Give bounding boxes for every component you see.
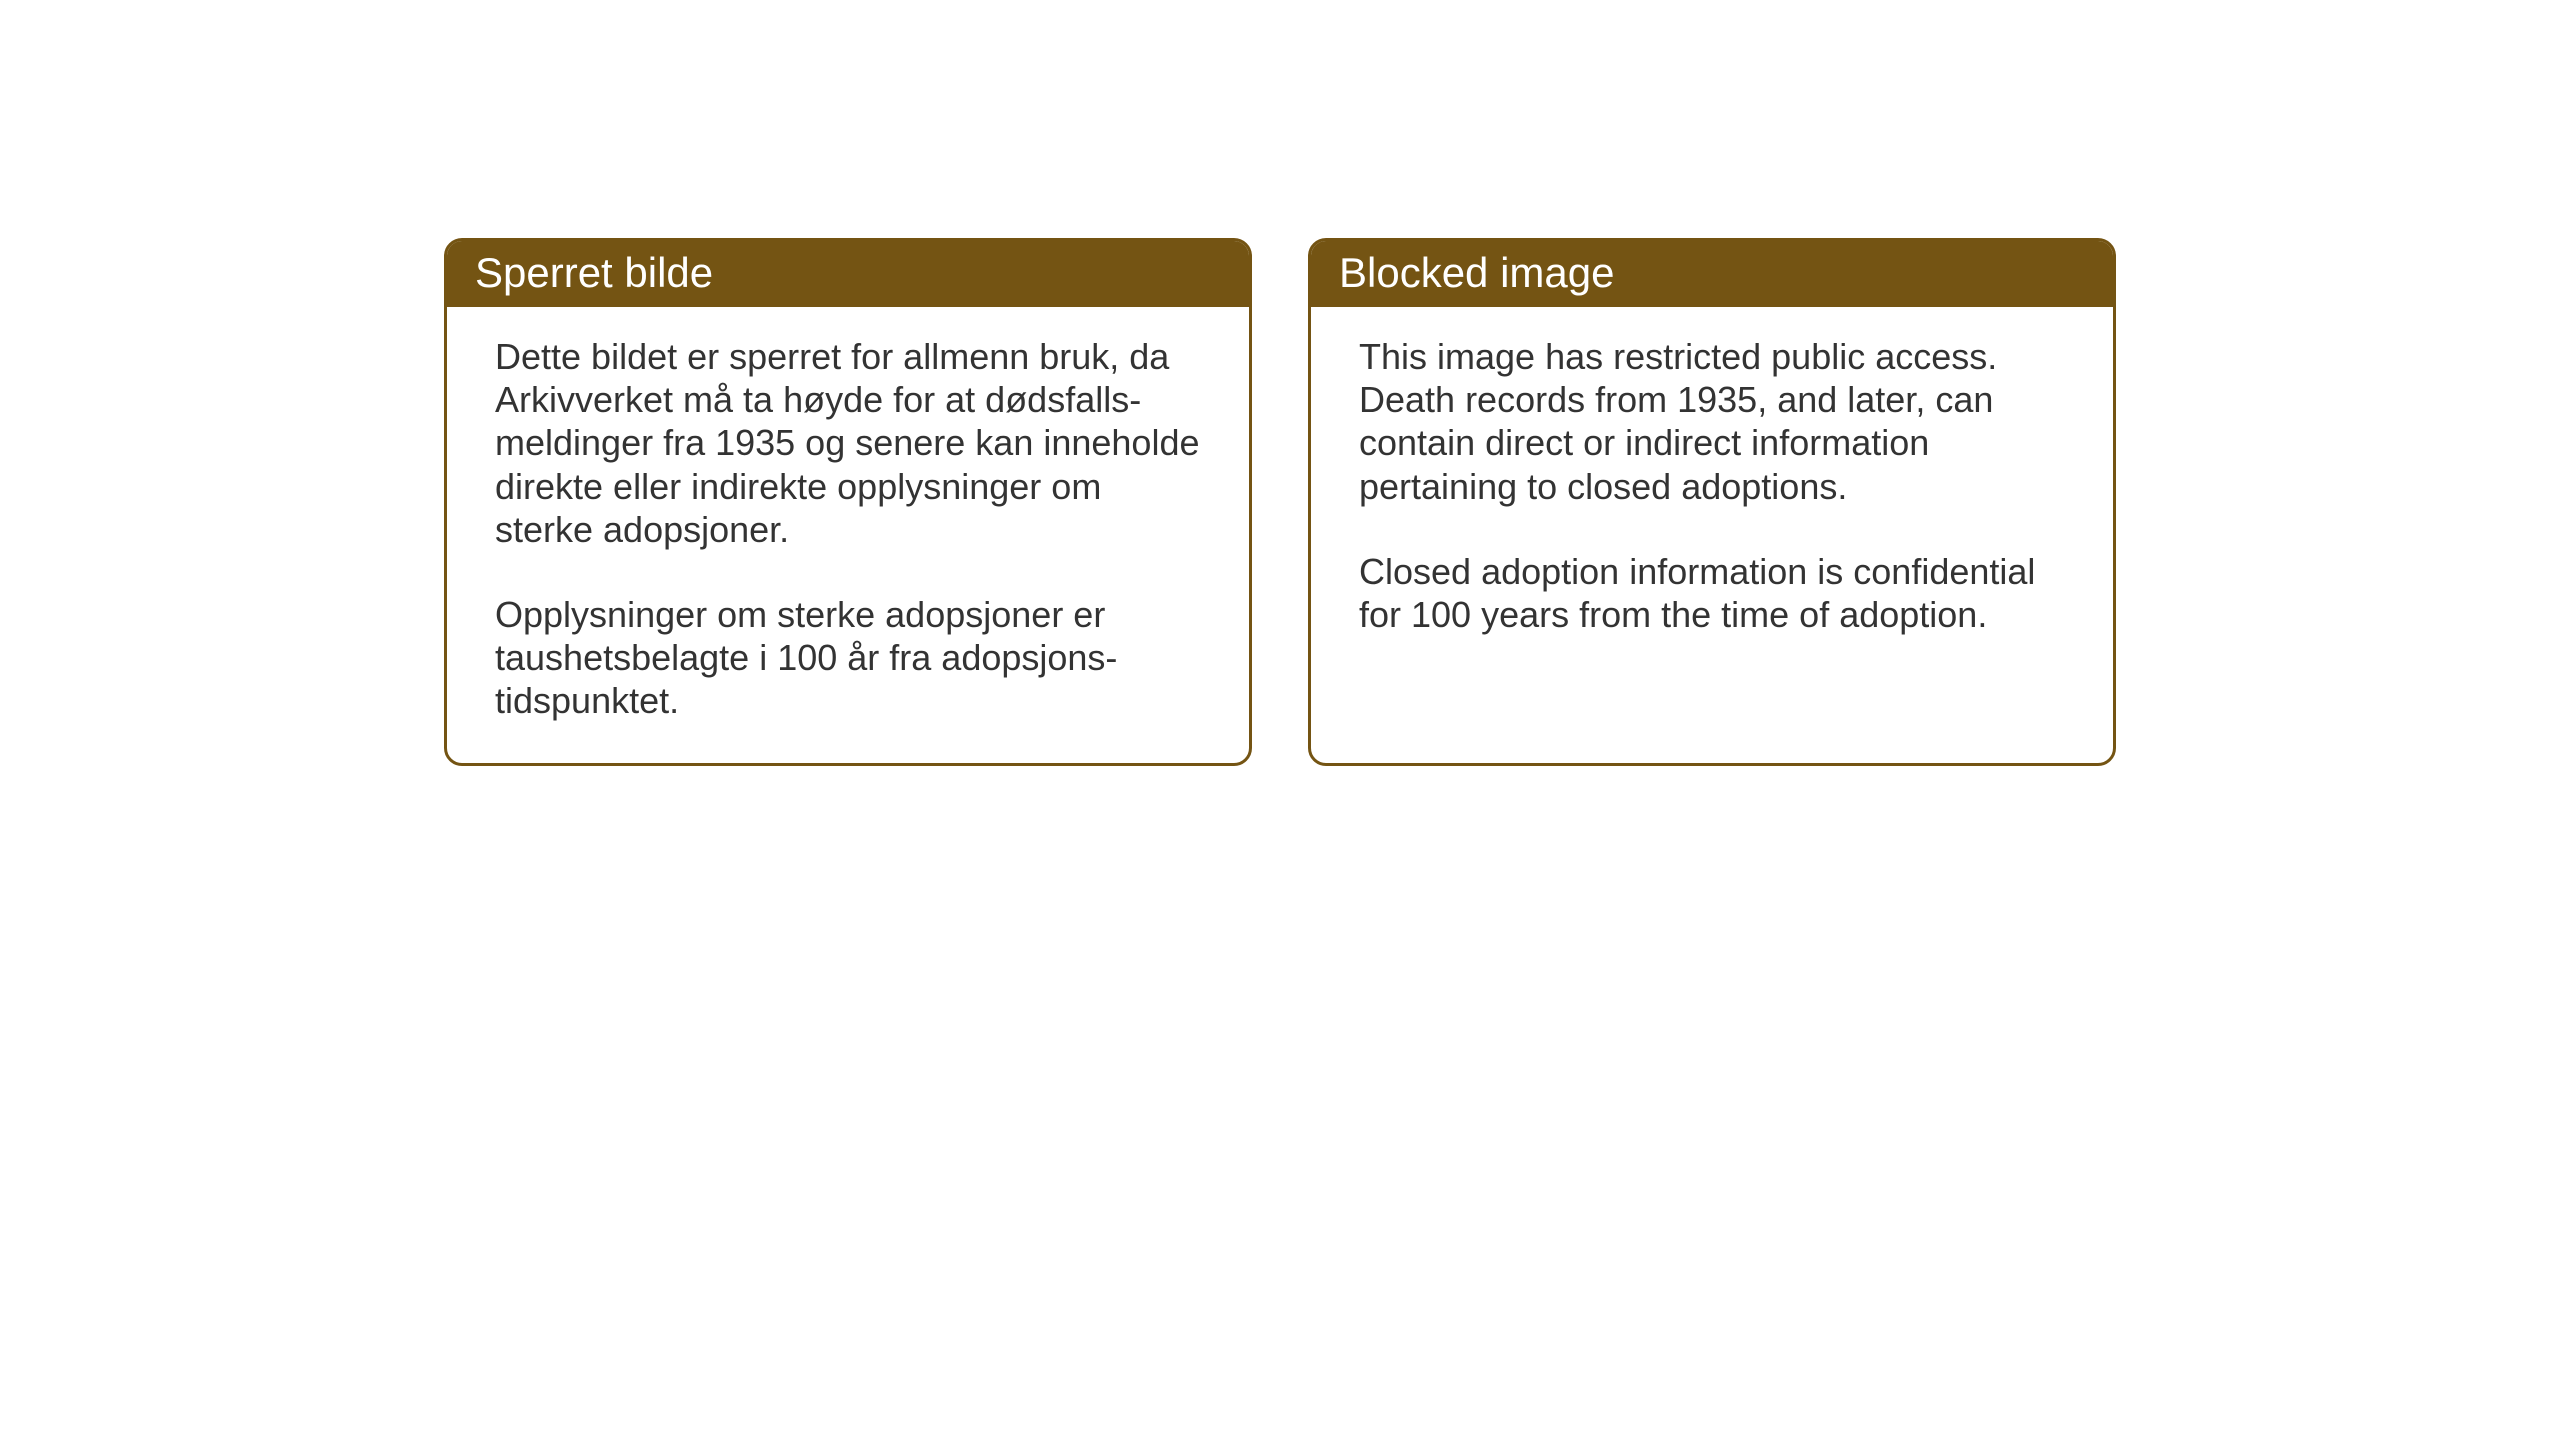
norwegian-paragraph-1: Dette bildet er sperret for allmenn bruk… (495, 335, 1201, 551)
norwegian-card-body: Dette bildet er sperret for allmenn bruk… (447, 307, 1249, 763)
english-card: Blocked image This image has restricted … (1308, 238, 2116, 766)
english-paragraph-1: This image has restricted public access.… (1359, 335, 2065, 508)
english-card-body: This image has restricted public access.… (1311, 307, 2113, 676)
norwegian-paragraph-2: Opplysninger om sterke adopsjoner er tau… (495, 593, 1201, 723)
notice-container: Sperret bilde Dette bildet er sperret fo… (444, 238, 2116, 766)
norwegian-card-title: Sperret bilde (447, 241, 1249, 307)
norwegian-card: Sperret bilde Dette bildet er sperret fo… (444, 238, 1252, 766)
english-paragraph-2: Closed adoption information is confident… (1359, 550, 2065, 636)
english-card-title: Blocked image (1311, 241, 2113, 307)
